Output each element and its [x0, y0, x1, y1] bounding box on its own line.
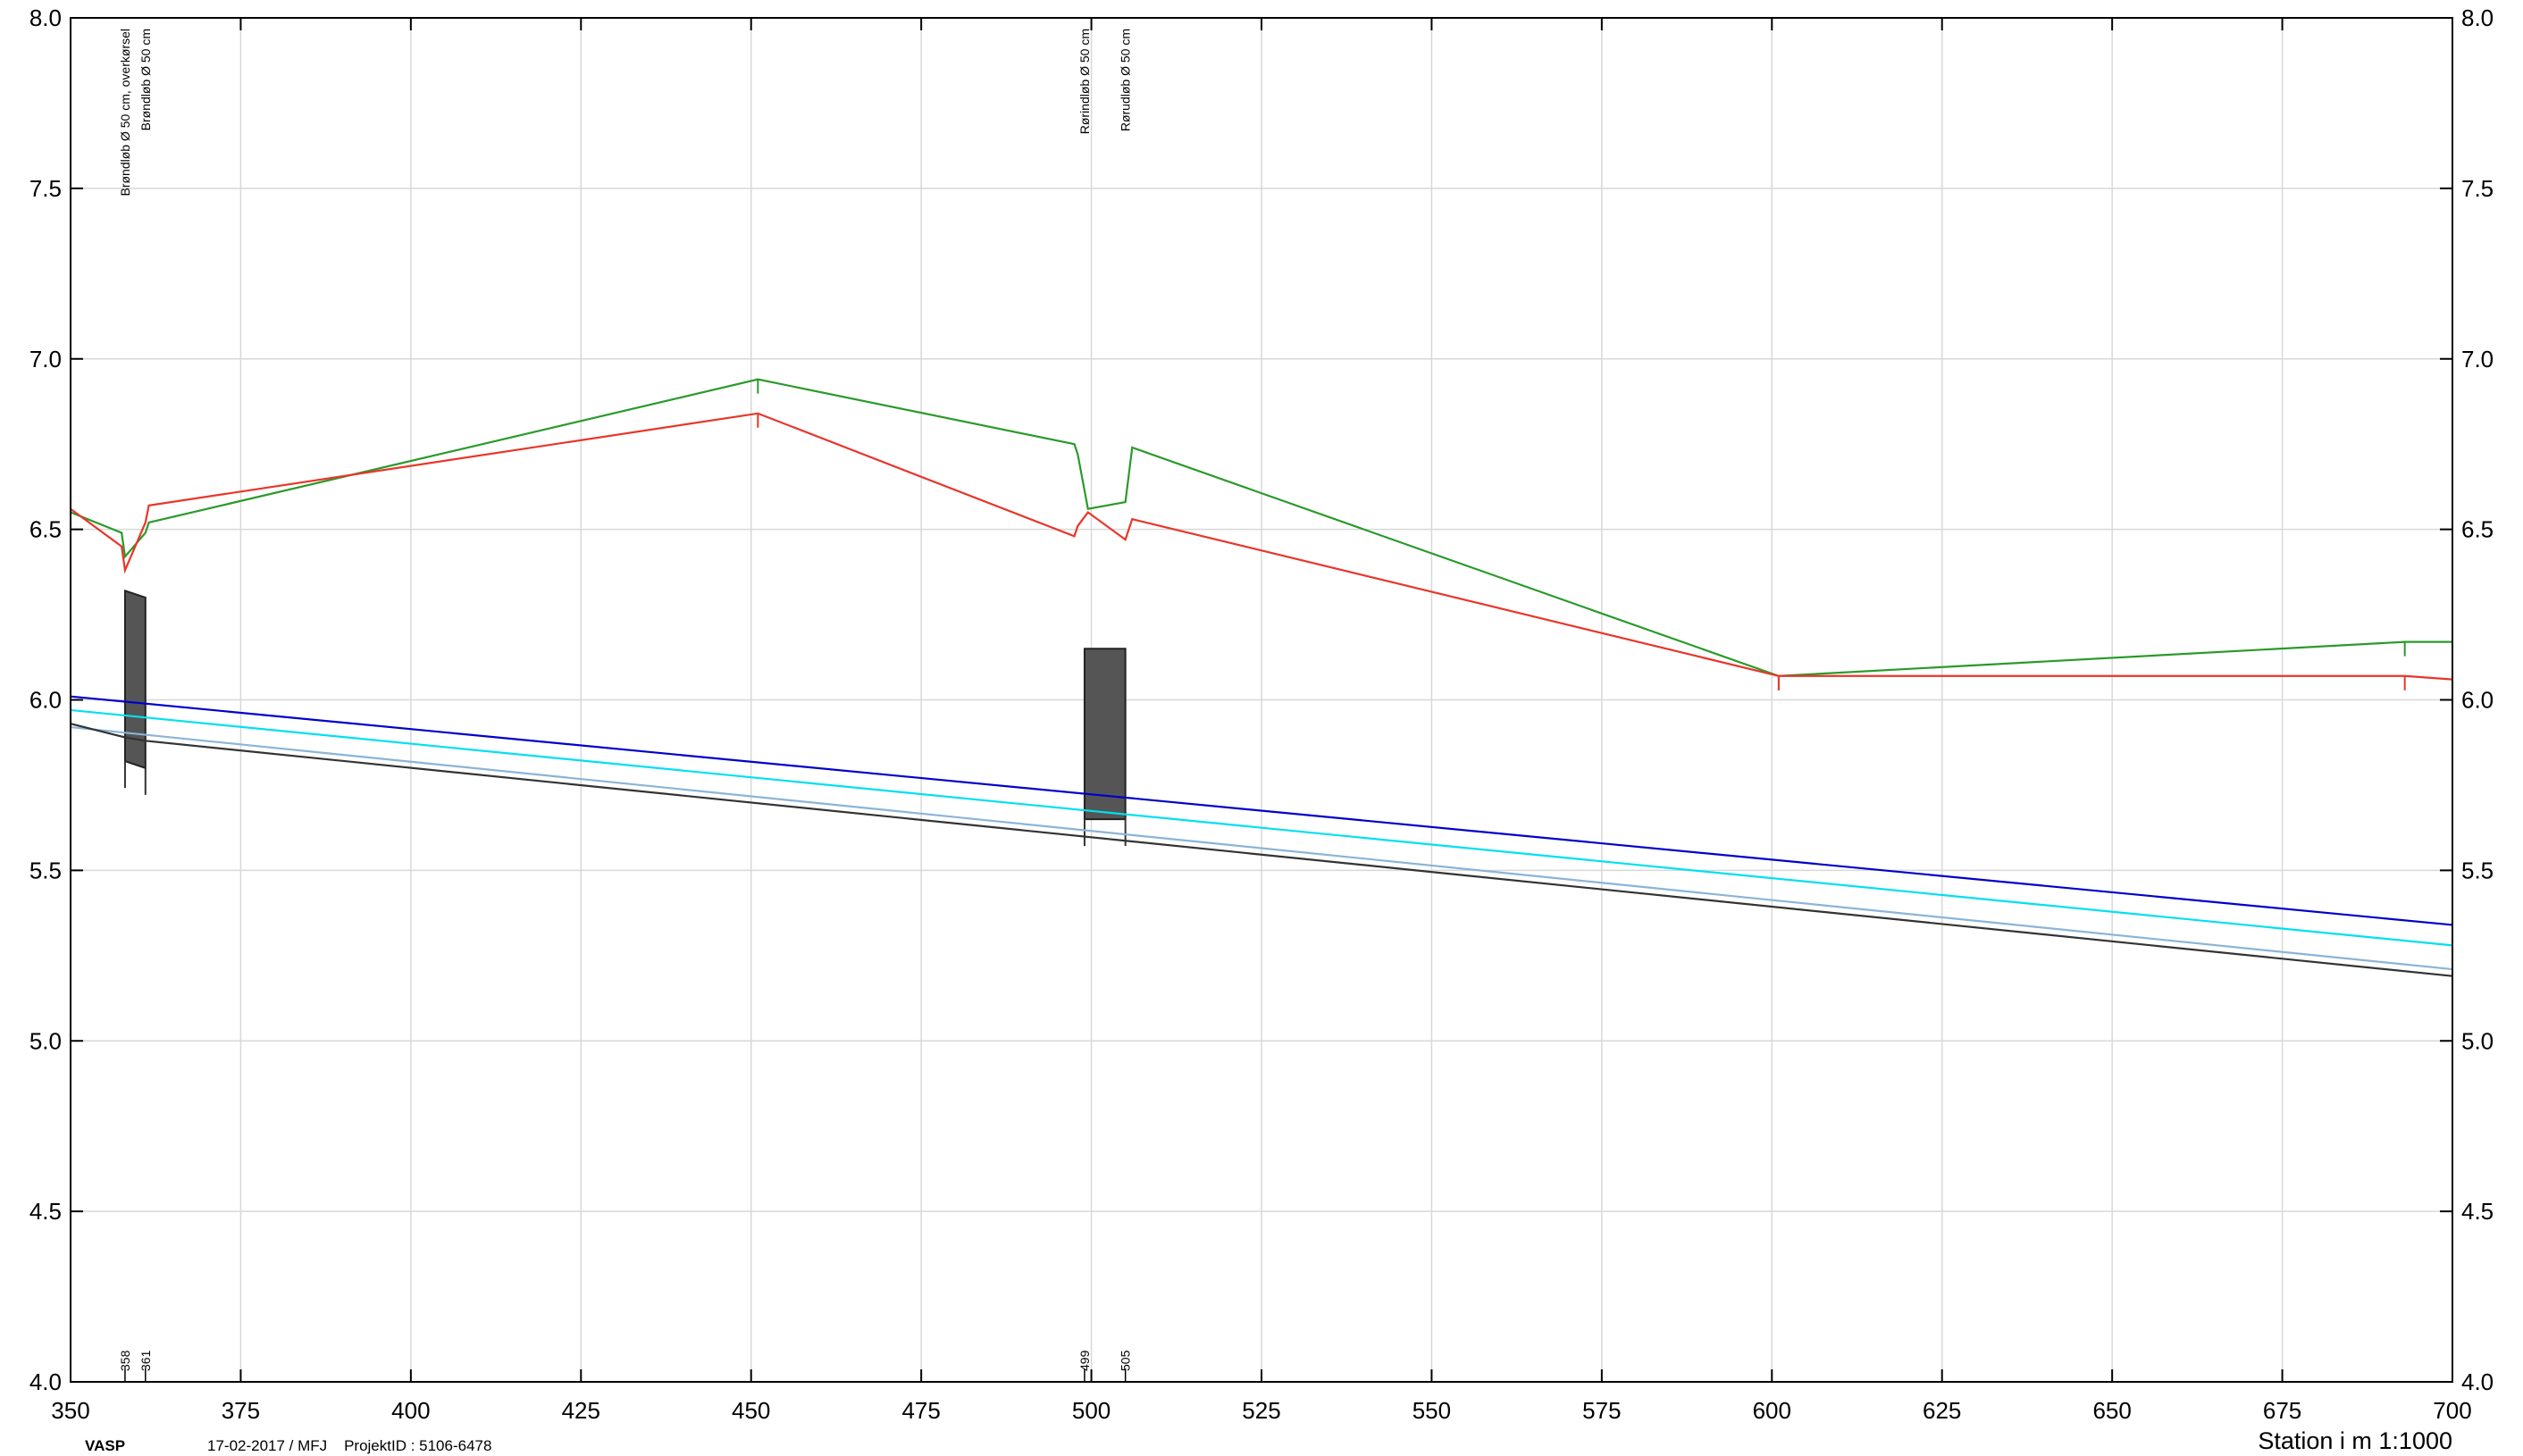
x-tick-label: 600 — [1753, 1397, 1791, 1424]
y-tick-label-right: 4.0 — [2461, 1368, 2494, 1395]
station-number-label: 499 — [1077, 1350, 1092, 1371]
series-line-2 — [70, 412, 2453, 681]
series-line-5 — [70, 725, 2453, 971]
station-number-label: 505 — [1119, 1350, 1133, 1371]
x-tick-label: 350 — [51, 1397, 89, 1424]
y-tick-label-right: 7.5 — [2461, 175, 2494, 202]
culvert-structure — [123, 589, 147, 770]
y-tick-label-left: 6.5 — [29, 516, 62, 543]
y-tick-label-left: 6.0 — [29, 687, 62, 714]
y-tick-label-right: 7.0 — [2461, 346, 2494, 372]
x-tick-label: 700 — [2433, 1397, 2471, 1424]
y-tick-label-left: 8.0 — [29, 4, 62, 31]
structure-label: Rørudløb Ø 50 cm — [1119, 29, 1133, 131]
structures — [123, 589, 1127, 847]
station-number-label: 361 — [138, 1350, 153, 1371]
series-line-4 — [70, 708, 2453, 947]
x-axis-label: Station i m 1:1000 — [2258, 1427, 2452, 1454]
x-tick-label: 500 — [1072, 1397, 1111, 1424]
x-tick-label: 550 — [1412, 1397, 1451, 1424]
x-tick-label: 650 — [2092, 1397, 2131, 1424]
y-tick-label-left: 7.0 — [29, 346, 62, 372]
annotations: Brøndløb Ø 50 cm, overkørsel 358 Brøndløb … — [118, 29, 1133, 1382]
grid — [70, 17, 2453, 1383]
series-lines — [70, 378, 2453, 977]
station-number-label: 358 — [118, 1350, 132, 1371]
y-tick-label-right: 4.5 — [2461, 1198, 2494, 1225]
structure-label: Brøndløb Ø 50 cm, overkørsel — [118, 29, 132, 197]
x-tick-label: 675 — [2263, 1397, 2301, 1424]
y-tick-label-right: 6.5 — [2461, 516, 2494, 543]
footer-brand: VASP — [85, 1437, 125, 1454]
series-line-1 — [70, 378, 2452, 677]
footer-meta: 17-02-2017 / MFJ ProjektID : 5106-6478 — [207, 1437, 491, 1454]
y-tick-label-right: 6.0 — [2461, 687, 2494, 714]
y-tick-label-left: 5.0 — [29, 1027, 62, 1054]
y-tick-label-left: 4.5 — [29, 1198, 62, 1225]
x-tick-label: 450 — [732, 1397, 770, 1424]
x-tick-label: 625 — [1923, 1397, 1961, 1424]
x-tick-label: 525 — [1242, 1397, 1280, 1424]
axis-ticks: 350 375 400 425 450 475 500 525 550 575 600 625 650 6… — [29, 4, 2494, 1424]
x-tick-label: 400 — [391, 1397, 430, 1424]
x-tick-label: 375 — [222, 1397, 260, 1424]
structure-label: Rørindløb Ø 50 cm — [1077, 29, 1092, 134]
y-tick-label-left: 4.0 — [29, 1368, 62, 1395]
structure-label: Brøndløb Ø 50 cm — [138, 29, 153, 130]
y-tick-label-right: 8.0 — [2461, 4, 2494, 31]
x-tick-label: 575 — [1582, 1397, 1621, 1424]
x-tick-label: 425 — [562, 1397, 600, 1424]
y-tick-label-right: 5.0 — [2461, 1027, 2494, 1054]
series-line-6 — [70, 723, 2453, 977]
y-tick-label-left: 5.5 — [29, 857, 62, 883]
y-tick-label-right: 5.5 — [2461, 857, 2494, 883]
y-tick-label-left: 7.5 — [29, 175, 62, 202]
x-tick-label: 475 — [901, 1397, 940, 1424]
series-line-3 — [70, 695, 2453, 926]
